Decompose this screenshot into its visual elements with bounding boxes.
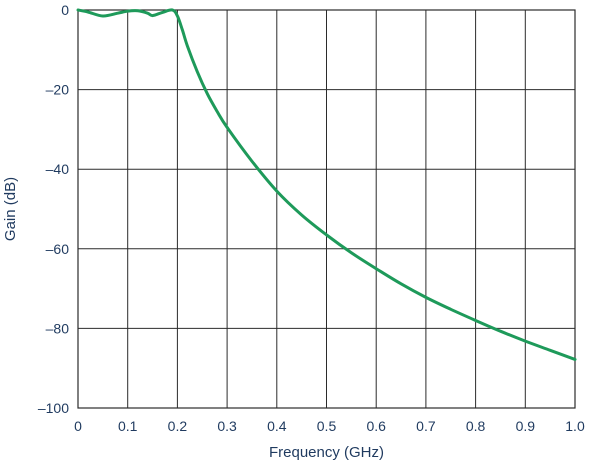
x-tick-label-7: 0.7: [416, 418, 436, 434]
y-tick-label-5: –100: [38, 400, 69, 416]
y-tick-label-2: –40: [46, 161, 70, 177]
x-tick-label-8: 0.8: [466, 418, 486, 434]
x-tick-label-9: 0.9: [516, 418, 536, 434]
x-tick-label-6: 0.6: [366, 418, 386, 434]
x-tick-label-10: 1.0: [565, 418, 585, 434]
x-axis-label: Frequency (GHz): [269, 444, 384, 461]
y-tick-label-0: 0: [61, 2, 69, 18]
x-tick-label-5: 0.5: [317, 418, 337, 434]
series-layer: [76, 8, 577, 361]
y-tick-label-3: –60: [46, 241, 70, 257]
gain-series-line-0: [76, 8, 577, 361]
plot-frame: [77, 9, 576, 409]
y-tick-label-1: –20: [46, 82, 70, 98]
x-tick-label-3: 0.3: [217, 418, 237, 434]
x-tick-label-0: 0: [74, 418, 82, 434]
y-axis-ticks: 0 –20 –40 –60 –80 –100: [38, 2, 69, 416]
y-axis-label: Gain (dB): [2, 177, 19, 241]
x-tick-label-4: 0.4: [267, 418, 287, 434]
x-tick-label-1: 0.1: [118, 418, 138, 434]
x-tick-label-2: 0.2: [168, 418, 188, 434]
x-axis-ticks: 0 0.1 0.2 0.3 0.4 0.5 0.6 0.7 0.8 0.9 1.0: [74, 418, 585, 434]
y-tick-label-4: –80: [46, 320, 70, 336]
